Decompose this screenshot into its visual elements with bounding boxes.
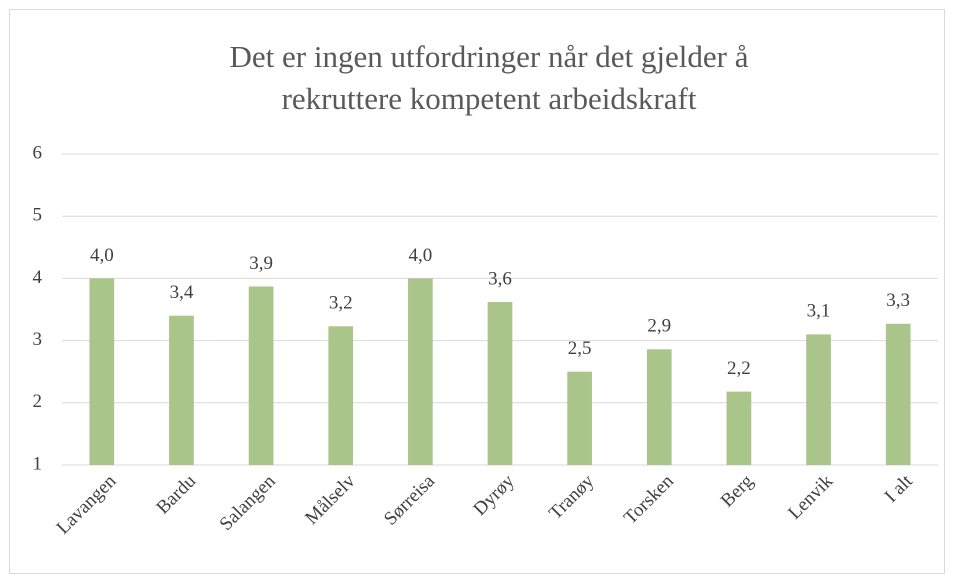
data-label: 2,5 xyxy=(568,338,592,359)
data-label: 3,9 xyxy=(249,253,273,274)
y-tick-label: 6 xyxy=(33,142,43,163)
data-label: 3,1 xyxy=(807,301,831,322)
bar xyxy=(806,334,831,465)
chart-title: rekruttere kompetent arbeidskraft xyxy=(282,81,697,116)
y-tick-label: 1 xyxy=(33,453,43,474)
bar xyxy=(885,323,911,465)
data-label: 2,2 xyxy=(727,358,751,379)
bar xyxy=(248,286,274,465)
y-tick-label: 5 xyxy=(33,205,43,226)
data-label: 4,0 xyxy=(408,245,432,266)
data-label: 3,2 xyxy=(329,293,353,314)
data-label: 3,3 xyxy=(886,290,910,311)
data-label: 4,0 xyxy=(90,245,114,266)
chart-title: Det er ingen utfordringer når det gjelde… xyxy=(229,39,748,74)
bar xyxy=(89,278,115,465)
y-tick-label: 4 xyxy=(33,267,43,288)
bar xyxy=(328,326,354,465)
bar xyxy=(646,349,672,465)
y-tick-label: 2 xyxy=(33,391,43,412)
data-label: 2,9 xyxy=(647,316,671,337)
bar xyxy=(487,302,513,465)
y-tick-label: 3 xyxy=(33,329,43,350)
bar xyxy=(567,371,592,465)
data-label: 3,4 xyxy=(170,282,194,303)
bar xyxy=(726,391,752,465)
bar xyxy=(408,278,433,465)
chart-border xyxy=(9,9,945,574)
bar xyxy=(169,315,194,465)
data-label: 3,6 xyxy=(488,268,512,289)
